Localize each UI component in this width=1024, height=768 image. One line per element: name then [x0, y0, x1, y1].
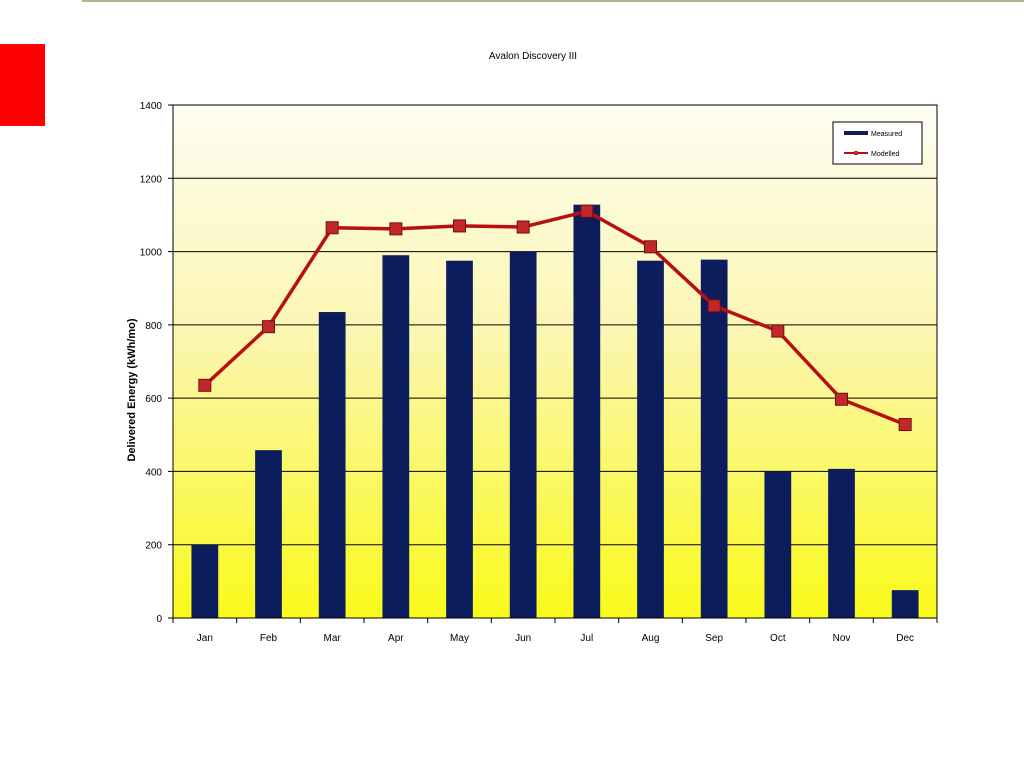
- measured-bar: [828, 468, 855, 618]
- measured-bar: [764, 471, 792, 618]
- x-tick-label: Jan: [197, 633, 213, 644]
- y-tick-label: 200: [145, 541, 162, 552]
- legend-measured-label: Measured: [871, 131, 902, 138]
- x-tick-label: May: [450, 633, 469, 644]
- modelled-point: [325, 221, 339, 235]
- modelled-point: [898, 418, 912, 432]
- modelled-point: [198, 378, 212, 392]
- gridlines: [173, 177, 937, 546]
- x-tick-label: Aug: [642, 633, 660, 644]
- x-tick-label: Feb: [260, 633, 278, 644]
- measured-bar: [700, 259, 728, 618]
- measured-bar: [573, 204, 601, 618]
- measured-bar: [637, 260, 664, 618]
- red-accent-block: [0, 44, 45, 126]
- x-tick-label: Jun: [515, 633, 531, 644]
- modelled-point: [835, 392, 848, 406]
- modelled-point: [580, 204, 594, 218]
- modelled-point: [516, 220, 530, 234]
- axes: 0 200 400 600 800 1000 1200 1400 Jan Feb Mar Apr May…: [140, 101, 938, 644]
- x-tick-label: Dec: [896, 633, 914, 644]
- measured-bars: [191, 204, 919, 619]
- y-axis-label: Delivered Energy (kWh/mo): [126, 318, 138, 461]
- x-tick-label: Mar: [324, 633, 342, 644]
- x-tick-label: Nov: [833, 633, 851, 644]
- measured-bar: [382, 255, 410, 618]
- y-tick-label: 1000: [140, 248, 163, 259]
- modelled-point: [453, 219, 466, 233]
- measured-bar: [509, 251, 537, 619]
- plot-area: [172, 104, 938, 619]
- x-tick-label: Apr: [388, 633, 404, 644]
- legend-box: [832, 121, 923, 165]
- modelled-point: [707, 299, 721, 313]
- modelled-line: [198, 204, 912, 432]
- y-tick-label: 1200: [140, 174, 163, 185]
- x-tick-label: Jul: [580, 633, 593, 644]
- legend-modelled-label: Modelled: [871, 151, 900, 158]
- y-tick-label: 600: [145, 394, 162, 405]
- measured-bar: [255, 450, 282, 618]
- y-tick-label: 1400: [140, 101, 163, 112]
- top-rule: [82, 0, 1024, 2]
- y-tick-label: 800: [145, 321, 162, 332]
- measured-bar: [318, 312, 346, 618]
- legend: Measured Modelled: [832, 121, 923, 165]
- measured-bar: [446, 260, 473, 618]
- modelled-point: [262, 320, 275, 334]
- x-tick-label: Oct: [770, 633, 786, 644]
- modelled-point: [389, 222, 403, 236]
- legend-modelled-marker: [854, 151, 858, 155]
- modelled-point: [644, 240, 657, 254]
- modelled-series-line: [203, 209, 906, 427]
- measured-bar: [191, 544, 219, 618]
- chart-title: Avalon Discovery III: [489, 51, 577, 62]
- y-tick-label: 400: [145, 467, 162, 478]
- legend-measured-swatch: [844, 131, 868, 135]
- measured-bar: [891, 590, 919, 618]
- x-tick-label: Sep: [705, 633, 723, 644]
- modelled-point: [771, 324, 785, 338]
- y-tick-label: 0: [156, 614, 162, 625]
